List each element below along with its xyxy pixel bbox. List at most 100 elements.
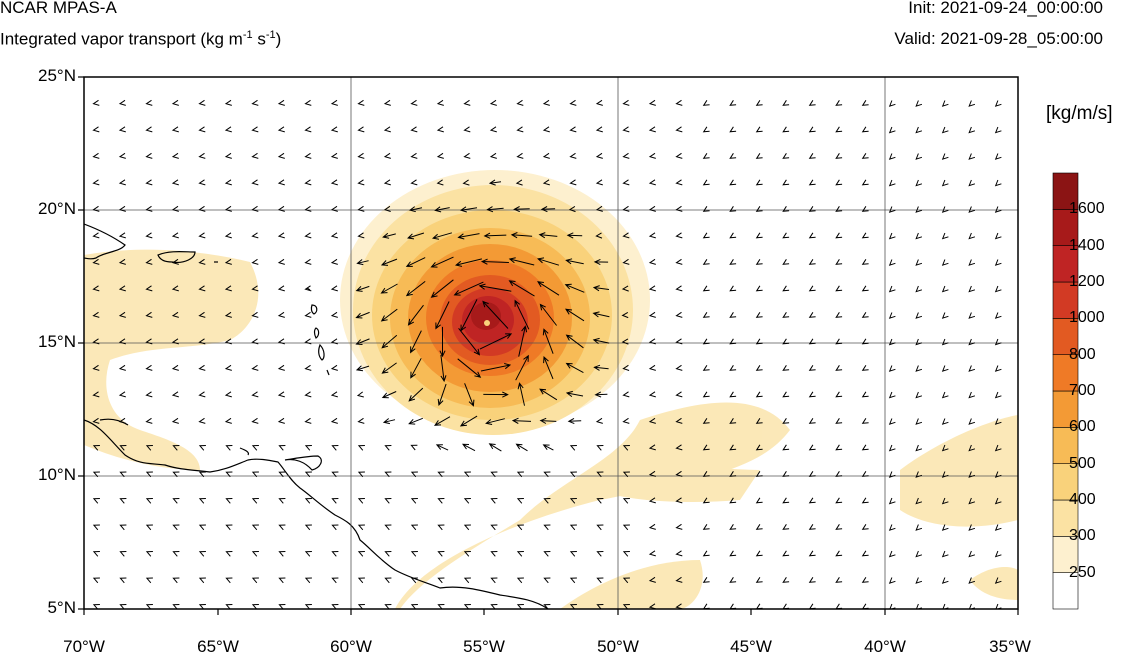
ivt-vector — [622, 152, 630, 159]
ivt-vector — [92, 524, 100, 531]
ivt-vector — [463, 99, 471, 106]
ivt-vector — [277, 205, 285, 212]
ivt-vector — [542, 99, 550, 106]
ivt-vector — [888, 259, 896, 266]
ivt-vector — [941, 153, 949, 160]
lat-label: 15°N — [38, 332, 76, 351]
ivt-vector — [702, 524, 710, 530]
ivt-vector — [437, 551, 445, 557]
ivt-vector — [755, 391, 763, 398]
ivt-vector — [383, 152, 391, 159]
ivt-vector — [702, 179, 710, 186]
ivt-vector — [145, 524, 153, 531]
ivt-vector — [381, 362, 397, 374]
ivt-vector — [648, 576, 656, 583]
ivt-vector — [172, 604, 180, 609]
ivt-vector — [565, 258, 584, 265]
colorbar-swatch — [1052, 572, 1079, 610]
ivt-vector — [729, 312, 737, 318]
ivt-vector — [915, 232, 923, 240]
ivt-vector — [356, 259, 369, 266]
ivt-vector — [888, 471, 896, 478]
ivt-vector — [145, 311, 153, 318]
ivt-vector — [675, 391, 683, 398]
colorbar-swatch — [1052, 427, 1079, 464]
ivt-vector — [277, 99, 285, 106]
ivt-vector — [702, 577, 710, 583]
ivt-vector — [437, 577, 445, 584]
ivt-vector — [453, 281, 484, 296]
ivt-vector — [357, 99, 365, 106]
ivt-vector — [915, 206, 923, 213]
ivt-vector — [622, 577, 630, 584]
ivt-vector — [994, 444, 1002, 452]
ivt-vector — [648, 497, 656, 504]
ivt-vector — [172, 524, 180, 531]
ivt-vector — [941, 550, 949, 558]
ivt-vector — [225, 524, 233, 531]
ivt-vector — [517, 382, 525, 406]
ivt-vector — [480, 258, 509, 265]
ivt-vector — [458, 327, 481, 356]
ivt-vector — [92, 258, 100, 265]
ivt-vector — [516, 126, 524, 133]
ivt-vector — [171, 152, 179, 159]
ivt-vector — [941, 391, 949, 399]
ivt-vector — [622, 179, 630, 186]
ivt-vector — [755, 365, 763, 371]
ivt-vector — [435, 444, 449, 451]
ivt-vector — [542, 328, 554, 354]
ivt-vector — [565, 308, 585, 322]
ivt-vector — [861, 524, 869, 530]
ivt-vector — [355, 338, 370, 345]
ivt-vector — [224, 99, 232, 106]
ivt-vector — [675, 232, 683, 239]
ivt-vector — [595, 417, 603, 424]
ivt-vector — [171, 258, 179, 265]
ivt-vector — [198, 285, 206, 292]
ivt-vector — [968, 524, 976, 531]
ivt-vector — [463, 604, 471, 609]
ivt-vector — [968, 285, 976, 293]
ivt-vector — [994, 577, 1002, 584]
ivt-vector — [357, 179, 365, 186]
ivt-vector — [331, 604, 339, 609]
ivt-vector — [569, 179, 577, 186]
ivt-vector — [888, 550, 896, 558]
ivt-vector — [569, 152, 577, 159]
ivt-vector — [515, 443, 528, 452]
ivt-vector — [355, 285, 370, 292]
ivt-vector — [436, 179, 444, 186]
ivt-vector — [251, 364, 259, 371]
ivt-vector — [861, 391, 869, 398]
ivt-vector — [92, 445, 100, 451]
ivt-vector — [596, 471, 604, 478]
ivt-vector — [278, 471, 286, 478]
ivt-vector — [808, 391, 816, 398]
ivt-vector — [729, 577, 737, 583]
ivt-vector — [171, 391, 179, 398]
ivt-vector — [968, 338, 976, 346]
ivt-vector — [224, 285, 232, 292]
ivt-vector — [172, 471, 180, 478]
ivt-vector — [729, 603, 737, 609]
ivt-vector — [729, 524, 737, 530]
ivt-vector — [278, 577, 286, 584]
ivt-vector — [994, 100, 1002, 107]
ivt-vector — [808, 338, 816, 345]
ivt-vector — [915, 577, 923, 584]
ivt-vector — [808, 550, 816, 557]
ivt-vector — [808, 153, 816, 159]
ivt-vector — [198, 604, 206, 609]
ivt-vector — [592, 337, 610, 344]
colorbar-tick-label: 500 — [1069, 454, 1096, 472]
ivt-vector — [782, 206, 790, 212]
ivt-vector — [436, 126, 444, 133]
ivt-vector — [808, 259, 816, 265]
ivt-vector — [198, 99, 206, 106]
ivt-vector — [119, 445, 127, 451]
ivt-vector — [198, 152, 206, 159]
ivt-vector — [490, 577, 498, 584]
ivt-vector — [304, 551, 312, 557]
ivt-vector — [225, 604, 233, 609]
